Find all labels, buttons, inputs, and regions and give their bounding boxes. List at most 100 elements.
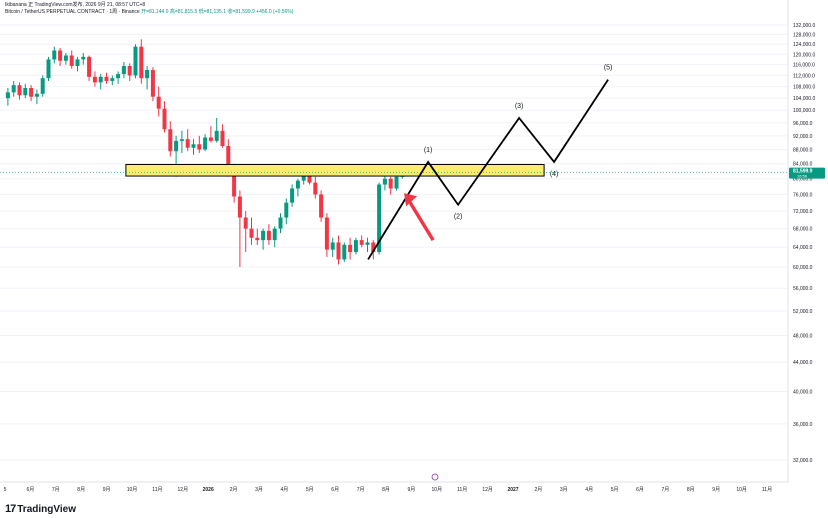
y-tick-label: 88,000.0: [793, 147, 813, 153]
x-tick-label: 10月: [432, 487, 443, 493]
candle-body: [17, 85, 22, 96]
x-tick-label: 5: [4, 487, 7, 493]
x-tick-label: 2月: [230, 487, 238, 493]
candle-body: [29, 88, 34, 97]
candle-body: [185, 139, 190, 148]
x-tick-label: 5月: [611, 487, 619, 493]
candle-body: [40, 78, 45, 94]
wave-label: (2): [454, 214, 463, 221]
resistance-zone[interactable]: [125, 163, 545, 177]
price-tag: [789, 167, 825, 179]
arrow-head: [404, 193, 418, 207]
x-tick-label: 5月: [306, 487, 314, 493]
candle-body: [98, 76, 103, 83]
candle-body: [127, 65, 132, 76]
y-tick-label: 80,000.0: [793, 177, 813, 183]
candle-body: [133, 46, 138, 76]
x-tick-label: 2026: [203, 487, 214, 493]
candle-body: [336, 242, 341, 260]
x-tick-label: 4月: [585, 487, 593, 493]
wave-label: (4): [550, 171, 559, 178]
y-tick-label: 36,000.0: [793, 422, 813, 428]
y-tick-label: 84,000.0: [793, 162, 813, 168]
candle-body: [58, 50, 63, 61]
candle-body: [243, 217, 248, 229]
y-tick-label: 32,000.0: [793, 458, 813, 464]
candle-body: [110, 78, 115, 81]
candle-body: [156, 96, 161, 109]
x-tick-label: 9月: [103, 487, 111, 493]
x-tick-label: 6月: [331, 487, 339, 493]
candle-body: [377, 184, 382, 253]
candle-body: [69, 55, 74, 66]
y-tick-label: 132,000.0: [793, 23, 815, 29]
x-tick-label: 6月: [27, 487, 35, 493]
x-tick-label: 11月: [152, 487, 162, 493]
y-tick-label: 44,000.0: [793, 360, 813, 366]
tradingview-logo[interactable]: 17 TradingView: [5, 503, 76, 515]
wave-label: (5): [604, 65, 613, 72]
candle-body: [365, 242, 370, 245]
x-tick-label: 8月: [687, 487, 695, 493]
x-tick-label: 7月: [357, 487, 365, 493]
x-tick-label: 3月: [560, 487, 568, 493]
candle-body: [46, 59, 51, 79]
x-tick-label: 8月: [77, 487, 85, 493]
candle-body: [371, 242, 376, 253]
tradingview-brand: TradingView: [17, 503, 76, 515]
candle-body: [272, 228, 277, 241]
symbol-title[interactable]: Bitcoin / TetherUS PERPETUAL CONTRACT · …: [5, 9, 140, 15]
candle-body: [359, 240, 364, 245]
x-tick-label: 12月: [482, 487, 493, 493]
y-tick-label: 108,000.0: [793, 85, 815, 91]
candle-body: [162, 108, 167, 130]
x-tick-label: 6月: [636, 487, 644, 493]
price-chart[interactable]: (1) (2) (3) (4) (5) 132,000.0 128,000.0 124,000…: [0, 0, 828, 500]
x-tick-label: 7月: [662, 487, 670, 493]
candle-body: [214, 130, 219, 141]
candle-body: [382, 178, 387, 185]
candle-body: [92, 76, 97, 83]
candle-body: [168, 129, 173, 152]
candle-body: [226, 145, 231, 172]
y-tick-label: 112,000.0: [793, 73, 815, 79]
x-tick-label: 3月: [255, 487, 263, 493]
candle-body: [330, 242, 335, 250]
y-tick-label: 92,000.0: [793, 134, 813, 140]
candle-body: [388, 178, 393, 189]
ohlc-values: 开=81,144.0 高=81,815.5 低=81,135.1 收=81,59…: [141, 9, 294, 15]
y-tick-label: 100,000.0: [793, 108, 815, 114]
x-tick-label: 9月: [712, 487, 720, 493]
y-tick-label: 116,000.0: [793, 63, 815, 69]
x-tick-label: 12月: [178, 487, 189, 493]
tradingview-logo-icon: 17: [5, 503, 16, 515]
y-tick-label: 60,000.0: [793, 265, 813, 271]
candle-body: [266, 230, 271, 241]
candle-body: [75, 59, 80, 66]
x-tick-label: 2027: [507, 487, 518, 493]
candle-body: [290, 188, 295, 203]
wave-projection-path[interactable]: [367, 79, 609, 260]
x-tick-label: 11月: [762, 487, 772, 493]
candle-body: [197, 144, 202, 150]
candle-body: [220, 130, 225, 146]
candle-body: [11, 85, 16, 93]
candle-body: [295, 180, 300, 189]
y-tick-label: 68,000.0: [793, 227, 813, 233]
event-marker-icon[interactable]: [431, 473, 439, 481]
y-tick-label: 96,000.0: [793, 121, 813, 127]
x-tick-label: 10月: [736, 487, 747, 493]
x-tick-label: 7月: [52, 487, 60, 493]
candle-body: [342, 244, 347, 260]
candle-body: [81, 56, 86, 60]
candle-body: [139, 46, 144, 79]
candle-body: [34, 93, 39, 97]
candle-body: [353, 240, 358, 253]
candle-body: [63, 55, 68, 61]
y-tick-label: 124,000.0: [793, 42, 815, 48]
y-tick-label: 76,000.0: [793, 192, 813, 198]
candle-body: [313, 182, 318, 195]
symbol-line: Bitcoin / TetherUS PERPETUAL CONTRACT · …: [5, 9, 293, 16]
arrow-shaft: [406, 198, 435, 242]
candle-body: [278, 217, 283, 229]
